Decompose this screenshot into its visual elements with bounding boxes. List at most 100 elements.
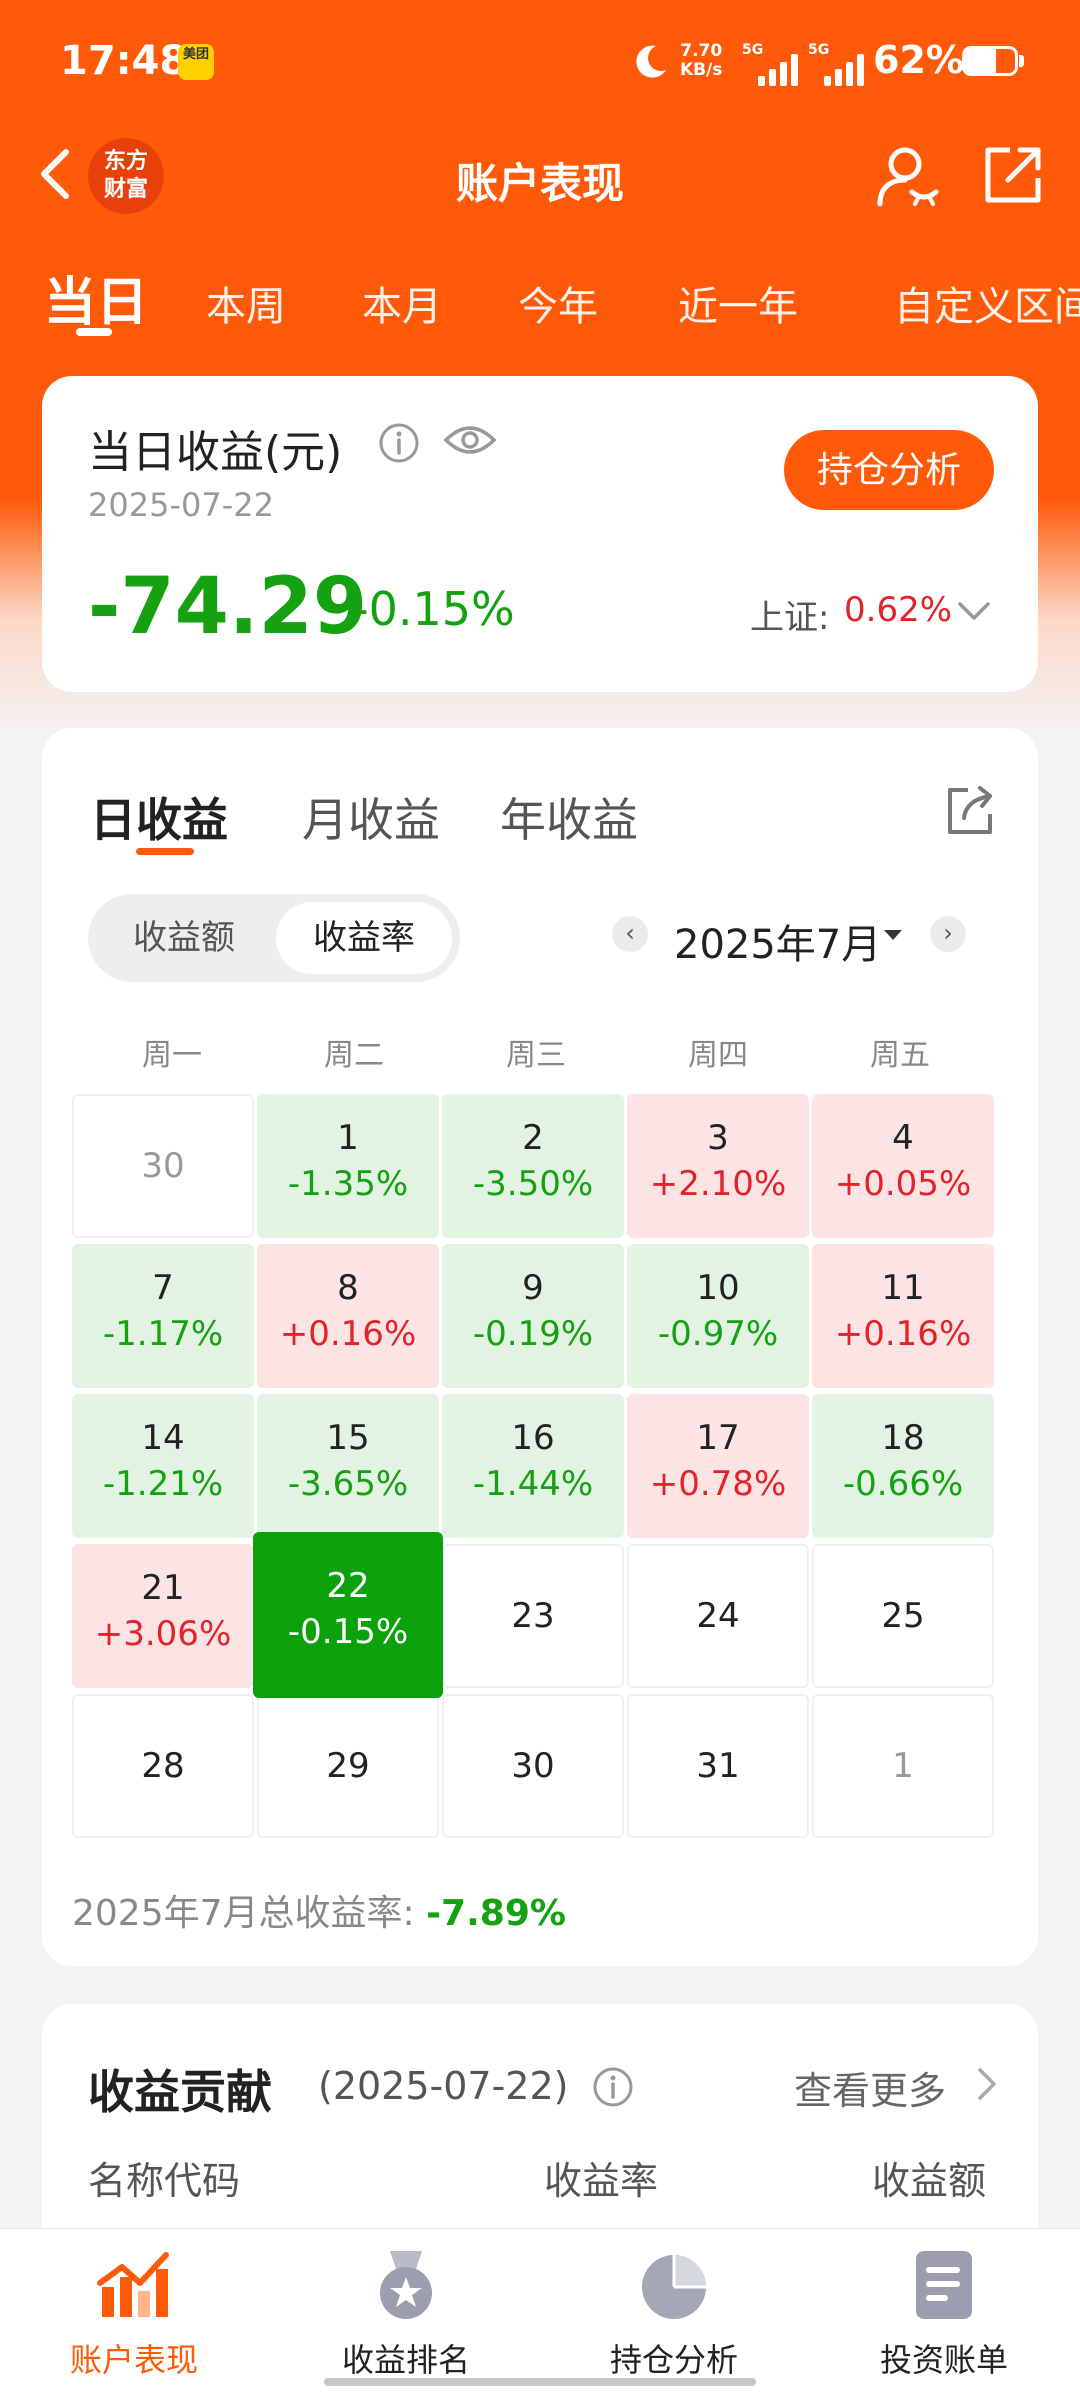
day-number: 9	[522, 1268, 544, 1308]
day-rate: -3.50%	[472, 1164, 594, 1204]
status-time: 17:48	[60, 38, 188, 84]
calendar-day[interactable]: 8 +0.16%	[257, 1244, 439, 1388]
weekday-label: 周五	[870, 1038, 930, 1073]
day-rate: -0.19%	[472, 1314, 594, 1354]
bottom-nav-profit-ranking[interactable]: 收益排名	[296, 2247, 516, 2381]
tab-this-week[interactable]: 本周	[206, 284, 286, 330]
day-number: 1	[892, 1746, 914, 1786]
day-number: 30	[141, 1146, 185, 1186]
calendar-day[interactable]: 31	[627, 1694, 809, 1838]
day-number: 25	[881, 1596, 925, 1636]
eastmoney-logo: 东方 财富	[88, 138, 164, 214]
sse-index-value[interactable]: 0.62%	[844, 590, 953, 630]
holdings-analysis-button[interactable]: 持仓分析	[784, 430, 994, 510]
network-speed-unit: KB/s	[680, 60, 723, 80]
eye-icon[interactable]	[442, 420, 498, 460]
day-number: 2	[522, 1118, 544, 1158]
day-number: 10	[696, 1268, 740, 1308]
bottom-nav-investment-bill[interactable]: 投资账单	[834, 2247, 1054, 2381]
tab-daily-profit[interactable]: 日收益	[90, 793, 228, 847]
column-amount[interactable]: 收益额	[872, 2159, 987, 2203]
calendar-day[interactable]: 15 -3.65%	[257, 1394, 439, 1538]
calendar-day[interactable]: 17 +0.78%	[627, 1394, 809, 1538]
tab-yearly-profit[interactable]: 年收益	[500, 793, 638, 847]
bill-icon	[916, 2251, 972, 2319]
month-total-label: 2025年7月总收益率:	[72, 1893, 415, 1934]
bottom-nav-account-performance[interactable]: 账户表现	[24, 2247, 244, 2381]
caret-down-icon[interactable]	[884, 930, 902, 940]
hide-user-icon[interactable]	[872, 142, 942, 212]
export-icon[interactable]	[942, 782, 998, 838]
calendar-day[interactable]: 24	[627, 1544, 809, 1688]
calendar-day[interactable]: 4 +0.05%	[812, 1094, 994, 1238]
back-arrow-icon[interactable]	[36, 146, 76, 202]
tab-custom-range[interactable]: 自定义区间	[894, 284, 1080, 330]
day-rate: -1.35%	[287, 1164, 409, 1204]
medal-icon	[380, 2251, 432, 2319]
daily-profit-rate: -0.15%	[352, 582, 515, 636]
day-number: 8	[337, 1268, 359, 1308]
chevron-right-icon[interactable]	[972, 2064, 1002, 2104]
share-icon[interactable]	[980, 142, 1046, 208]
active-view-indicator	[136, 848, 194, 855]
bottom-nav-label: 账户表现	[69, 2341, 198, 2379]
calendar-day[interactable]: 29	[257, 1694, 439, 1838]
day-number: 29	[326, 1746, 370, 1786]
next-month-button[interactable]: ›	[930, 916, 966, 952]
month-selector[interactable]: 2025年7月	[674, 922, 882, 968]
signal-bars-icon	[824, 54, 870, 86]
tab-last-year[interactable]: 近一年	[678, 284, 798, 330]
network-speed: 7.70 KB/s	[680, 42, 722, 80]
tab-monthly-profit[interactable]: 月收益	[302, 793, 440, 847]
chevron-down-icon[interactable]	[954, 592, 994, 628]
nav-bar: 东方 财富 账户表现	[0, 130, 1080, 220]
tab-today[interactable]: 当日	[44, 273, 149, 333]
info-icon[interactable]	[378, 422, 420, 464]
column-rate[interactable]: 收益率	[544, 2159, 659, 2203]
calendar-day[interactable]: 3 +2.10%	[627, 1094, 809, 1238]
calendar-day[interactable]: 1 -1.35%	[257, 1094, 439, 1238]
calendar-day-selected[interactable]: 22 -0.15%	[253, 1532, 443, 1698]
day-rate: +0.16%	[834, 1314, 972, 1354]
calendar-day[interactable]: 25	[812, 1544, 994, 1688]
weekday-label: 周三	[506, 1038, 566, 1073]
toggle-profit-amount[interactable]: 收益额	[133, 918, 235, 958]
weekday-label: 周一	[142, 1038, 202, 1073]
day-rate: +2.10%	[649, 1164, 787, 1204]
see-more-link[interactable]: 查看更多	[794, 2069, 947, 2113]
calendar-day[interactable]: 21 +3.06%	[72, 1544, 254, 1688]
calendar-day[interactable]: 14 -1.21%	[72, 1394, 254, 1538]
logo-line-2: 财富	[103, 177, 148, 202]
month-total-value: -7.89%	[426, 1893, 566, 1934]
day-number: 17	[696, 1418, 740, 1458]
calendar-day[interactable]: 18 -0.66%	[812, 1394, 994, 1538]
calendar-day[interactable]: 1	[812, 1694, 994, 1838]
active-tab-indicator	[76, 328, 112, 336]
tab-this-year[interactable]: 今年	[518, 284, 598, 330]
tab-this-month[interactable]: 本月	[362, 284, 442, 330]
day-rate: -0.97%	[657, 1314, 779, 1354]
home-indicator	[324, 2378, 756, 2386]
calendar-day[interactable]: 30	[442, 1694, 624, 1838]
calendar-day[interactable]: 10 -0.97%	[627, 1244, 809, 1388]
day-number: 4	[892, 1118, 914, 1158]
sse-index-label[interactable]: 上证:	[750, 598, 830, 638]
calendar-day[interactable]: 9 -0.19%	[442, 1244, 624, 1388]
calendar-day[interactable]: 11 +0.16%	[812, 1244, 994, 1388]
day-rate: -0.15%	[287, 1612, 409, 1652]
calendar-day[interactable]: 7 -1.17%	[72, 1244, 254, 1388]
info-icon[interactable]	[592, 2066, 634, 2108]
month-total-rate: 2025年7月总收益率: -7.89%	[72, 1884, 566, 1936]
calendar-day[interactable]: 28	[72, 1694, 254, 1838]
prev-month-button[interactable]: ‹	[612, 916, 648, 952]
calendar-day[interactable]: 16 -1.44%	[442, 1394, 624, 1538]
day-rate: +0.78%	[649, 1464, 787, 1504]
toggle-profit-rate[interactable]: 收益率	[276, 902, 452, 974]
day-number: 18	[881, 1418, 925, 1458]
bottom-nav-holdings-analysis[interactable]: 持仓分析	[564, 2247, 784, 2381]
calendar-day[interactable]: 23	[442, 1544, 624, 1688]
calendar-day[interactable]: 30	[72, 1094, 254, 1238]
calendar-day[interactable]: 2 -3.50%	[442, 1094, 624, 1238]
pie-chart-icon	[642, 2255, 706, 2319]
day-number: 3	[707, 1118, 729, 1158]
